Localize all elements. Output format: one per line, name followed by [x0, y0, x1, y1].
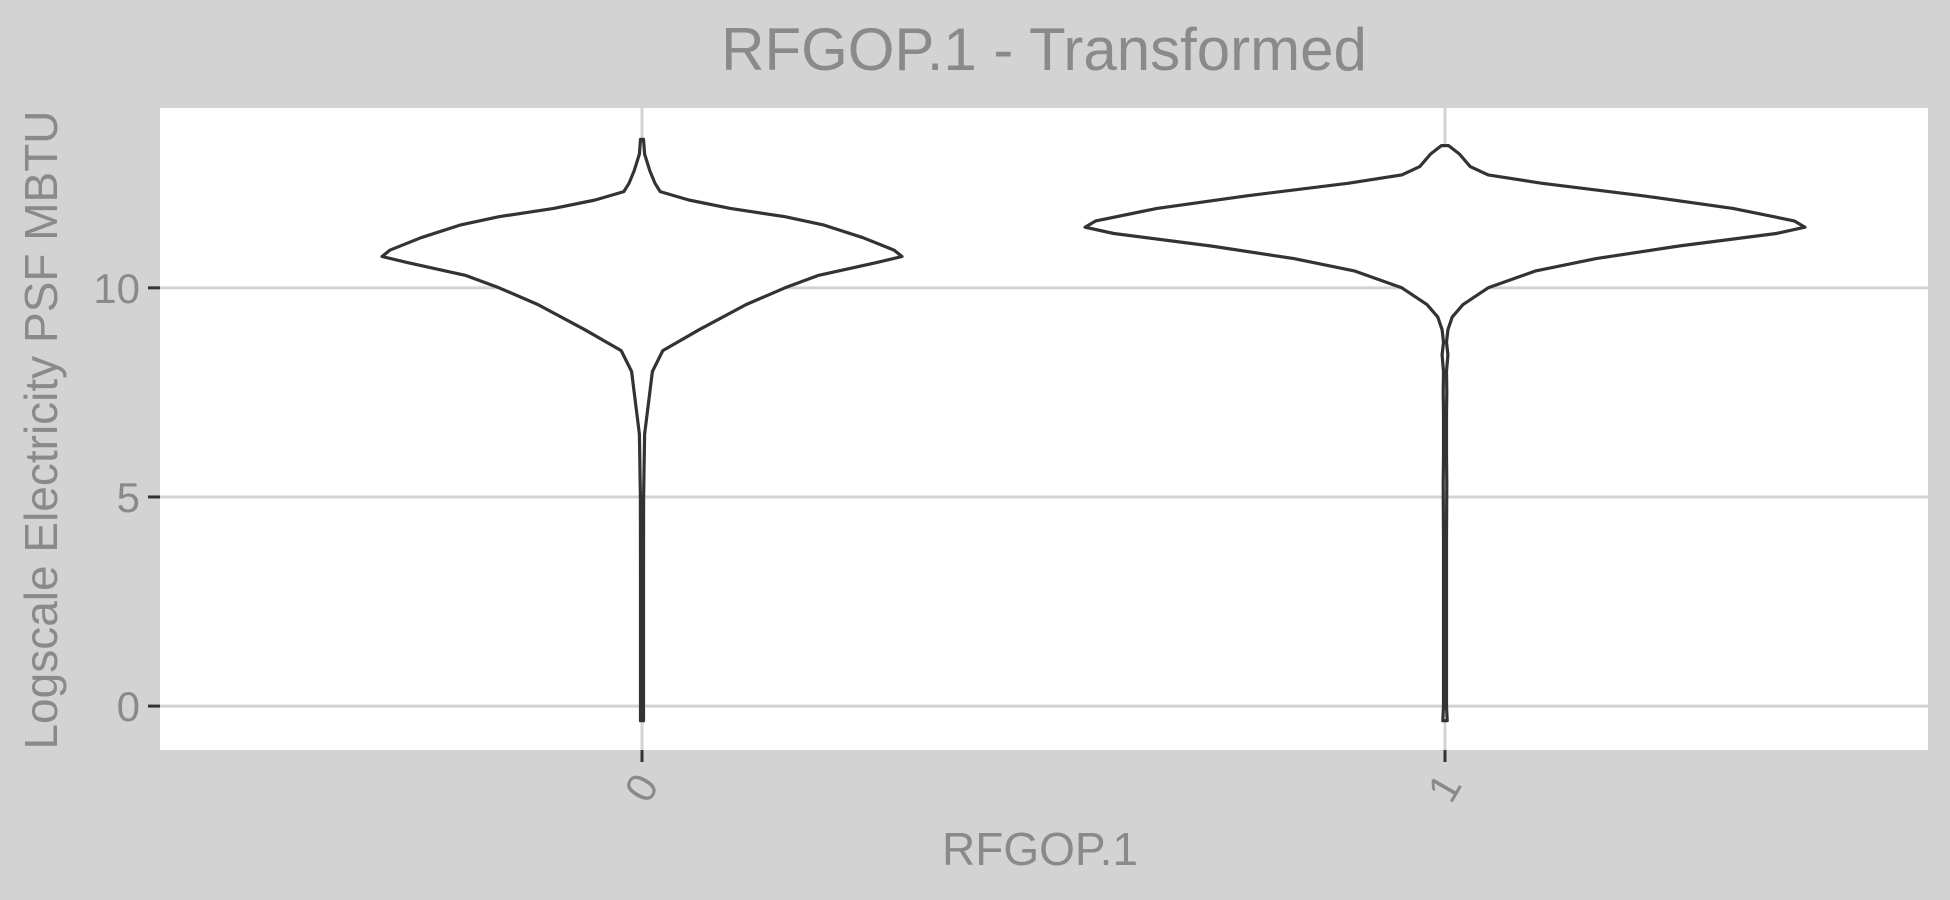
violin-1	[1083, 144, 1807, 723]
y-tick-label: 5	[117, 474, 140, 521]
violin-0	[380, 137, 904, 723]
y-axis-label: Logscale Electricity PSF MBTU	[15, 110, 67, 749]
y-tick-label: 0	[117, 683, 140, 730]
chart-title: RFGOP.1 - Transformed	[721, 16, 1367, 83]
y-tick-label: 10	[93, 265, 140, 312]
x-axis-label: RFGOP.1	[942, 823, 1138, 875]
violin-layer	[380, 137, 1807, 723]
